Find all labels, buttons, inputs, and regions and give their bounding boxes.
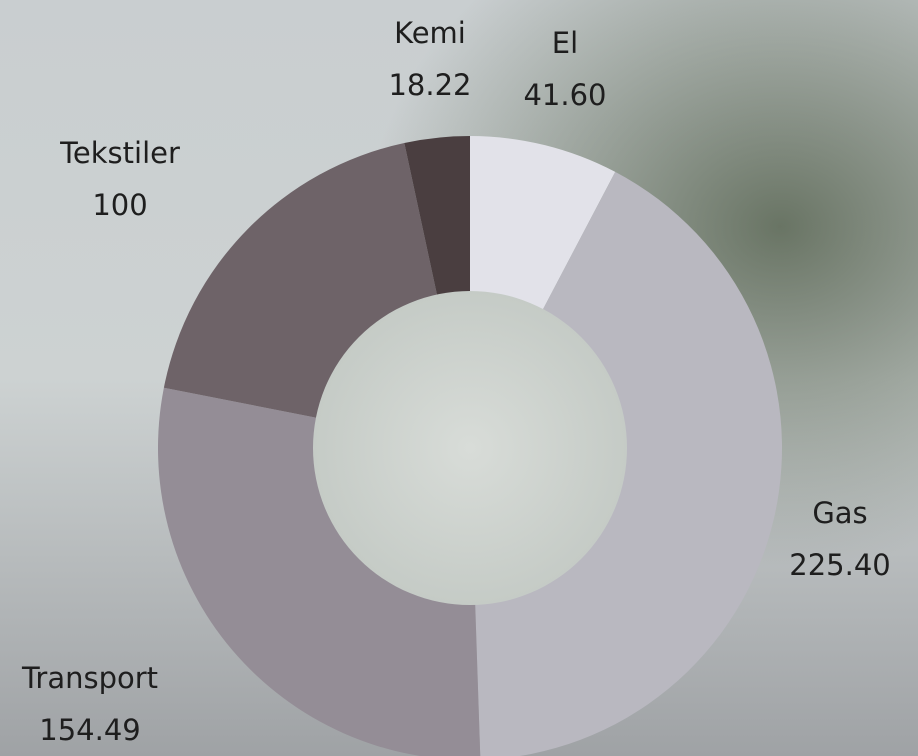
slice-value: 225.40 bbox=[789, 548, 890, 582]
page: El 41.60 Gas 225.40 Transport 154.49 Tekstiler… bbox=[0, 0, 918, 756]
slice-value: 154.49 bbox=[39, 713, 140, 747]
slice-label: Transport bbox=[21, 661, 158, 695]
slice-label: Kemi bbox=[394, 16, 466, 50]
slice-value: 18.22 bbox=[388, 68, 471, 102]
slice-value: 41.60 bbox=[523, 78, 606, 112]
chart: El 41.60 Gas 225.40 Transport 154.49 Tekstiler… bbox=[0, 0, 918, 756]
slice-label: Gas bbox=[812, 496, 867, 530]
slice-label: El bbox=[552, 26, 578, 60]
slice-value: 100 bbox=[92, 188, 147, 222]
donut-hole bbox=[313, 291, 627, 605]
slice-label: Tekstiler bbox=[59, 136, 180, 170]
